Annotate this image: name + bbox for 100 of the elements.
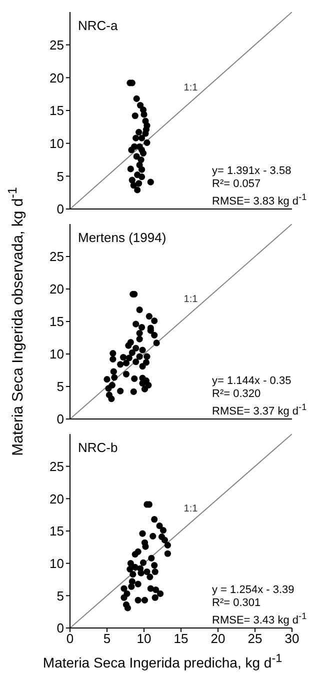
point: [152, 586, 160, 594]
annotation: RMSE= 3.83 kg d$^{-1}$: [212, 191, 307, 209]
point: [147, 178, 154, 186]
y-tick-label: 5: [56, 379, 64, 394]
x-tick-label: 20: [210, 631, 226, 646]
series-label: 1:1: [184, 294, 198, 305]
point: [122, 370, 130, 378]
y-tick-label: 10: [50, 136, 64, 151]
point: [124, 604, 132, 612]
y-tick-label: 0: [56, 202, 64, 217]
y-tick-label: 25: [50, 458, 64, 474]
point: [130, 182, 137, 189]
y-tick-label: 0: [56, 412, 64, 427]
y-tick-label: 10: [50, 346, 64, 362]
point: [161, 536, 168, 544]
point: [120, 585, 128, 592]
point: [110, 356, 116, 362]
y-tick-label: 25: [50, 37, 64, 52]
point: [150, 532, 156, 540]
point: [132, 358, 140, 366]
point: [152, 568, 158, 576]
y-tick-label: 25: [50, 249, 64, 264]
point: [132, 344, 140, 352]
point: [127, 166, 134, 172]
point: [120, 354, 127, 361]
point: [138, 570, 144, 576]
x-axis-title: Materia Seca Ingerida predicha, kg d$^{-1}$: [42, 652, 284, 671]
point: [139, 530, 146, 537]
series-label: 1:1: [184, 503, 198, 514]
point: [132, 134, 140, 142]
y-tick-label: 5: [56, 168, 64, 184]
annotation: R²= 0.320: [212, 388, 262, 401]
point: [156, 590, 164, 598]
series-label: 1:1: [184, 82, 198, 94]
x-tick-label: 30: [284, 631, 300, 646]
point: [117, 361, 124, 368]
point: [136, 306, 143, 314]
y-tick-label: 15: [50, 103, 64, 118]
point: [125, 342, 132, 349]
point: [152, 594, 158, 601]
point: [160, 527, 167, 534]
point: [110, 350, 116, 357]
point: [142, 543, 149, 550]
point: [138, 324, 146, 331]
point: [140, 559, 147, 566]
point: [120, 594, 128, 601]
point: [105, 385, 112, 392]
annotation: RMSE= 3.43 kg d$^{-1}$: [212, 610, 307, 628]
y-tick-label: 15: [50, 314, 64, 330]
annotation: y = 1.254x - 3.39: [212, 584, 296, 597]
annotation: y= 1.391x - 3.58: [212, 165, 292, 178]
point: [144, 139, 150, 146]
point: [137, 102, 144, 109]
point: [146, 574, 154, 580]
point: [141, 596, 148, 604]
point: [151, 332, 158, 338]
point: [144, 353, 150, 360]
point: [131, 375, 138, 382]
point: [138, 156, 144, 164]
y-tick-label: 0: [56, 620, 64, 636]
point: [138, 134, 146, 142]
point: [130, 571, 136, 578]
text: Mertens (1994): [78, 230, 166, 245]
x-tick-label: 10: [136, 631, 152, 646]
point: [138, 174, 146, 180]
point: [164, 542, 171, 549]
point: [141, 386, 148, 392]
point: [139, 380, 146, 387]
point: [133, 95, 140, 102]
annotation: y= 1.144x - 0.35: [212, 375, 292, 388]
point: [145, 382, 152, 388]
point: [146, 313, 152, 320]
x-tick-label: 0: [66, 631, 74, 646]
point: [144, 568, 150, 576]
point: [133, 153, 140, 160]
point: [132, 320, 140, 328]
point: [126, 354, 132, 362]
point: [128, 349, 136, 356]
point: [148, 554, 155, 562]
point: [128, 583, 135, 590]
point: [153, 340, 160, 346]
annotation: R²= 0.057: [212, 178, 262, 191]
text: NRC-b: [78, 440, 118, 455]
point: [136, 353, 143, 360]
point: [151, 516, 158, 523]
point: [132, 550, 138, 558]
point: [110, 368, 117, 375]
y-tick-label: 20: [50, 491, 64, 506]
text: NRC-a: [78, 18, 118, 33]
point: [127, 560, 134, 567]
x-tick-label: 5: [103, 631, 111, 646]
point: [108, 396, 115, 402]
point: [151, 562, 158, 569]
point: [140, 111, 148, 118]
point: [156, 522, 163, 530]
point: [138, 166, 146, 173]
point: [134, 596, 142, 604]
point: [136, 128, 142, 136]
point: [132, 112, 138, 120]
point: [164, 550, 171, 557]
